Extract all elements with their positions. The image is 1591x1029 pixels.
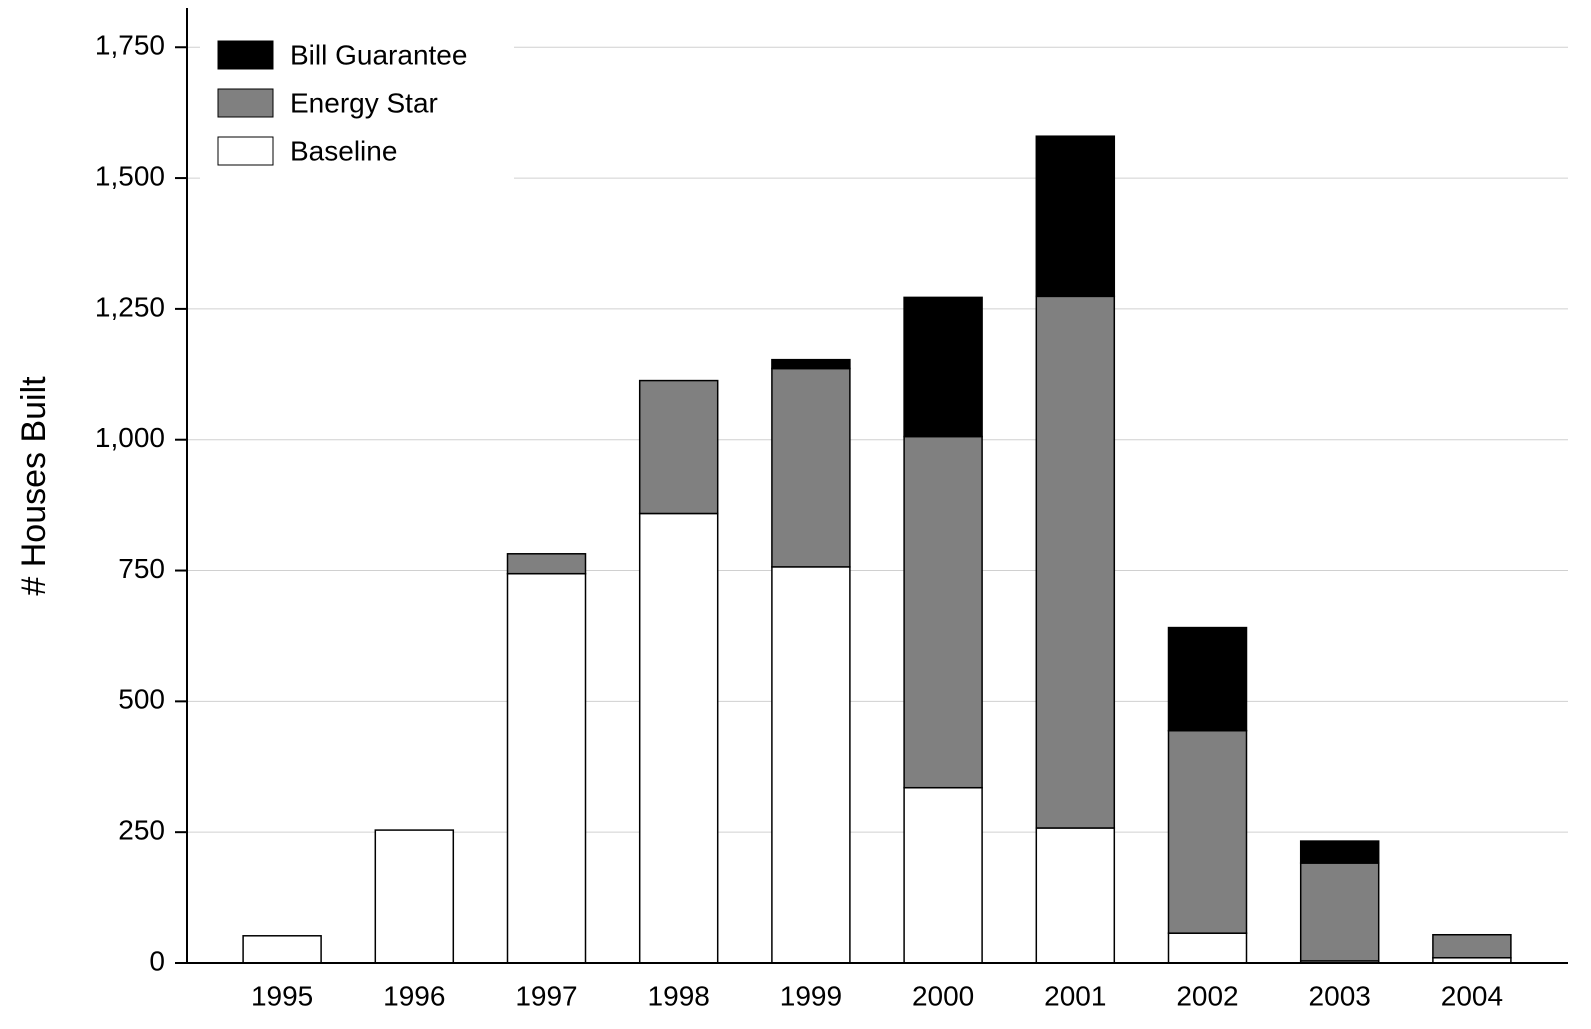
- legend-label: Bill Guarantee: [290, 39, 467, 70]
- bar-segment: [638, 512, 719, 964]
- y-tick-label: 1,500: [95, 160, 165, 191]
- x-tick-label: 2003: [1309, 980, 1371, 1011]
- bar-segment: [771, 367, 851, 568]
- bar-segment: [771, 358, 851, 370]
- x-tick-label: 1998: [648, 980, 710, 1011]
- bar-segment: [1035, 827, 1116, 964]
- bar-segment: [771, 566, 851, 964]
- bar-segment: [1167, 626, 1248, 732]
- bar-segment: [1299, 862, 1380, 962]
- bar-segment: [1167, 932, 1248, 964]
- y-tick-label: 1,250: [95, 291, 165, 322]
- y-axis-label: # Houses Built: [15, 376, 53, 596]
- bar-segment: [638, 379, 719, 515]
- bar-segment: [1167, 729, 1248, 934]
- y-tick-label: 0: [149, 945, 165, 976]
- bar-segment: [506, 553, 587, 575]
- bar-segment: [1035, 135, 1116, 298]
- x-tick-label: 2004: [1441, 980, 1503, 1011]
- bar-segment: [1432, 933, 1512, 959]
- x-tick-label: 1995: [251, 980, 313, 1011]
- legend-label: Energy Star: [290, 87, 438, 118]
- x-tick-label: 2002: [1176, 980, 1238, 1011]
- bar-segment: [506, 572, 587, 964]
- bar-segment: [903, 786, 983, 964]
- bar-segment: [1035, 295, 1116, 829]
- y-tick-label: 250: [118, 815, 165, 846]
- y-tick-label: 1,000: [95, 422, 165, 453]
- x-tick-label: 1999: [780, 980, 842, 1011]
- legend-swatch: [217, 88, 274, 118]
- x-tick-label: 2000: [912, 980, 974, 1011]
- y-tick-label: 1,750: [95, 30, 165, 61]
- bar-segment: [242, 935, 322, 964]
- x-tick-label: 2001: [1044, 980, 1106, 1011]
- legend-swatch: [217, 136, 274, 166]
- x-tick-label: 1996: [383, 980, 445, 1011]
- bar-segment: [374, 829, 455, 964]
- bar-segment: [903, 296, 983, 438]
- x-tick-label: 1997: [515, 980, 577, 1011]
- y-tick-label: 500: [118, 684, 165, 715]
- y-tick-label: 750: [118, 553, 165, 584]
- bar-segment: [1299, 840, 1380, 864]
- bar-segment: [903, 435, 983, 789]
- legend-swatch: [217, 40, 274, 70]
- legend-label: Baseline: [290, 135, 397, 166]
